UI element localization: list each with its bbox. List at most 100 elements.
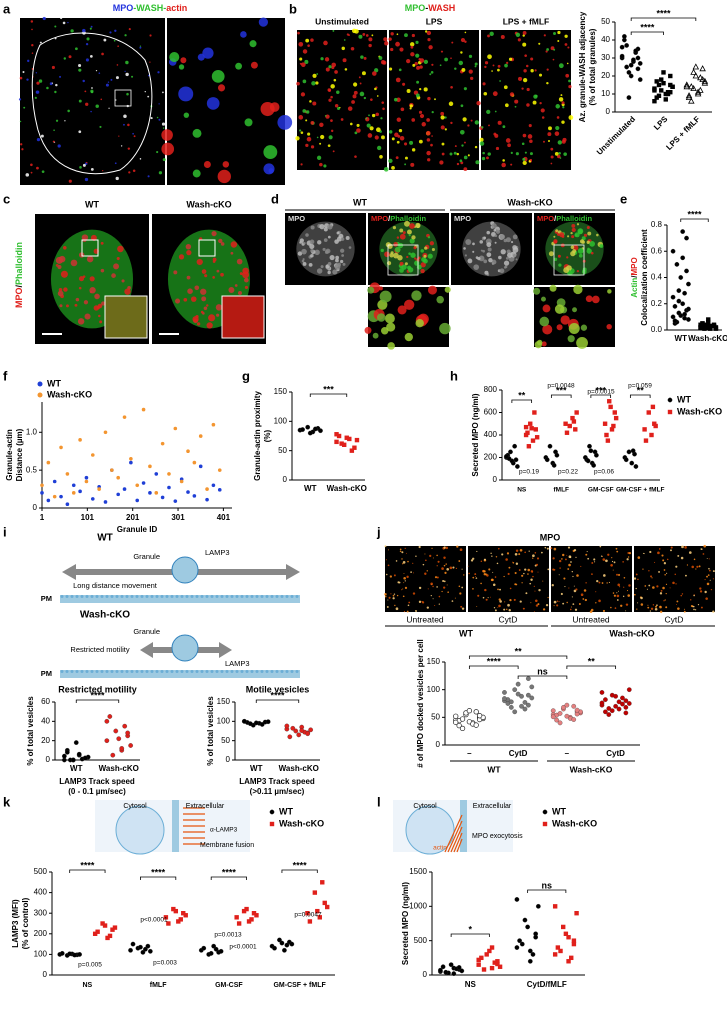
- data-point: [265, 719, 271, 725]
- label-part: MPO: [14, 288, 24, 309]
- data-point: [528, 421, 533, 426]
- granule: [567, 46, 570, 49]
- granule: [192, 169, 201, 178]
- granule: [399, 548, 402, 551]
- granule: [78, 99, 82, 103]
- granule: [552, 58, 555, 61]
- granule: [378, 56, 383, 60]
- granule: [53, 129, 55, 132]
- granule: [434, 604, 436, 607]
- granule: [144, 90, 146, 93]
- granule: [637, 556, 641, 559]
- granule: [595, 602, 597, 604]
- data-point: [680, 301, 686, 307]
- granule: [660, 589, 663, 592]
- granule: [404, 547, 406, 549]
- data-point: [682, 315, 687, 321]
- data-point: [241, 908, 247, 914]
- granule: [388, 158, 393, 164]
- granule: [712, 610, 715, 613]
- granule: [249, 40, 257, 48]
- granule: [178, 254, 185, 260]
- granule: [404, 163, 407, 166]
- granule: [443, 580, 446, 583]
- granule: [686, 564, 689, 566]
- granule: [559, 232, 565, 238]
- granule: [467, 258, 473, 264]
- data-point: [663, 97, 668, 102]
- data-point: [564, 430, 570, 435]
- genotype-label: Wash-cKO: [609, 628, 654, 638]
- granule: [429, 73, 432, 76]
- granule: [436, 554, 438, 557]
- granule: [490, 552, 492, 555]
- significance-label: ****: [151, 867, 166, 877]
- granule: [665, 593, 667, 595]
- data-point: [125, 730, 131, 736]
- data-point: [122, 415, 127, 419]
- granule: [475, 576, 477, 577]
- x-tick-label: 1: [40, 513, 45, 522]
- actin-filament: [447, 820, 463, 853]
- granule: [398, 68, 402, 72]
- diagram-label: Extracellular: [186, 803, 225, 810]
- granule: [584, 598, 588, 602]
- granule: [642, 568, 644, 570]
- granule: [512, 562, 515, 564]
- granule: [652, 604, 655, 606]
- granule: [474, 65, 477, 68]
- granule: [57, 144, 61, 148]
- granule: [567, 335, 575, 343]
- data-point: [211, 422, 216, 427]
- granule: [490, 578, 494, 582]
- data-point: [626, 95, 632, 100]
- granule: [497, 64, 501, 68]
- granule: [482, 570, 484, 572]
- granule: [316, 73, 319, 75]
- granule: [676, 600, 679, 603]
- granule: [507, 143, 511, 148]
- granule: [368, 43, 372, 48]
- chart-title: Restricted motility: [58, 684, 137, 694]
- lipid: [160, 595, 164, 598]
- granule: [533, 611, 535, 613]
- data-point: [453, 719, 459, 725]
- granule: [330, 119, 333, 122]
- data-point: [318, 428, 323, 434]
- granule: [608, 581, 610, 584]
- granule: [586, 225, 590, 230]
- granule: [708, 558, 710, 560]
- granule: [82, 163, 86, 167]
- panel-letter: l: [377, 794, 381, 809]
- granule: [570, 606, 572, 608]
- data-point: [167, 472, 171, 476]
- granule: [54, 90, 57, 94]
- granule: [565, 73, 570, 78]
- granule: [555, 229, 559, 233]
- lipid: [255, 670, 259, 673]
- data-point: [476, 713, 483, 719]
- granule: [514, 105, 517, 108]
- y-tick-label: 50: [431, 712, 440, 721]
- micrograph: [20, 18, 165, 185]
- inset-box: [553, 244, 585, 276]
- granule: [561, 139, 566, 144]
- granule: [705, 597, 708, 600]
- granule: [383, 166, 389, 172]
- granule: [131, 75, 134, 78]
- lipid: [215, 595, 219, 598]
- data-point: [515, 464, 520, 469]
- cell-outline: [31, 32, 153, 175]
- granule: [463, 155, 468, 160]
- granule: [428, 45, 433, 50]
- granule: [192, 128, 202, 138]
- y-tick-label: 20: [41, 736, 50, 745]
- panel-letter: i: [3, 524, 7, 539]
- granule: [518, 569, 521, 571]
- granule: [197, 53, 205, 61]
- granule: [162, 127, 165, 129]
- label-part: MPO: [454, 214, 471, 223]
- granule: [150, 116, 153, 120]
- granule: [95, 69, 98, 72]
- granule: [573, 549, 577, 552]
